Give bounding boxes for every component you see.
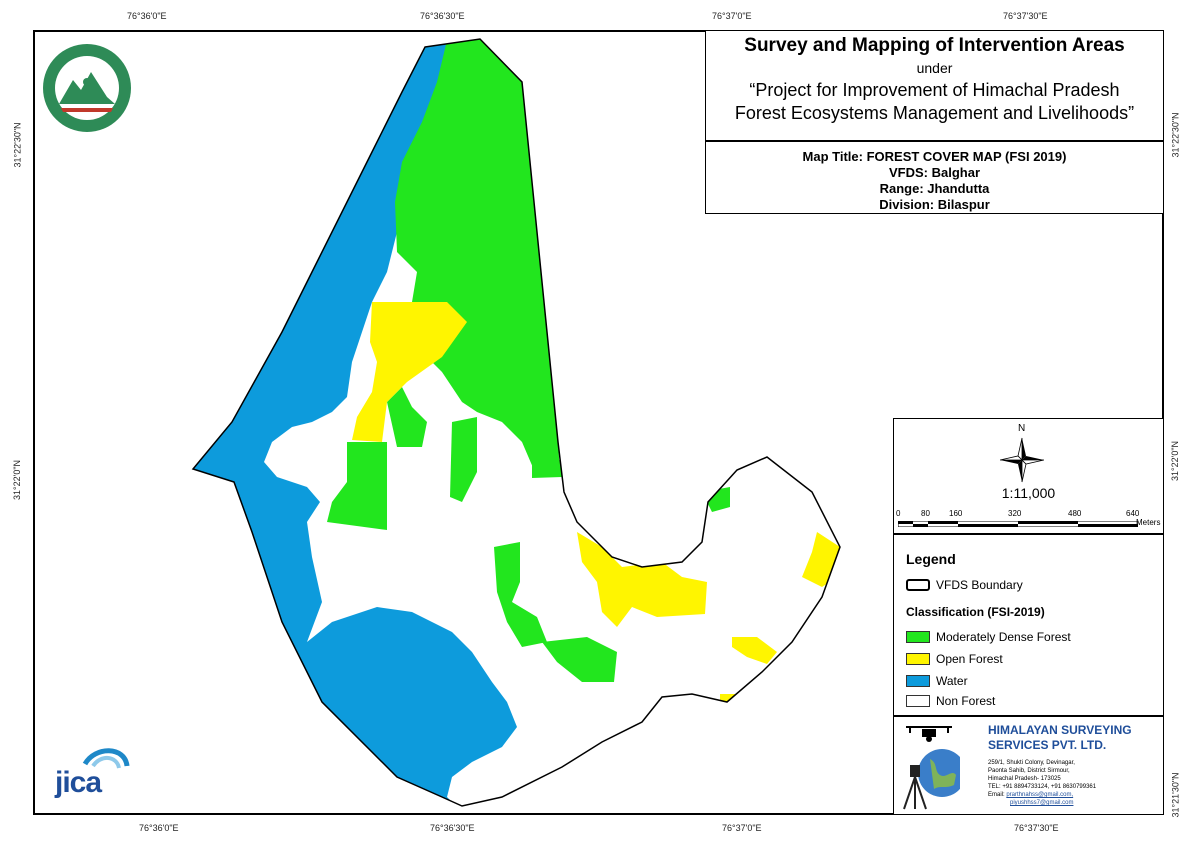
legend-label-water: Water	[936, 674, 968, 688]
range-line: Range: Jhandutta	[879, 181, 990, 196]
project-title-line2: Forest Ecosystems Management and Livelih…	[734, 103, 1135, 123]
scale-tick-160: 160	[949, 509, 963, 518]
scale-tick-0: 0	[896, 509, 901, 518]
scale-bar	[898, 521, 1138, 527]
open-forest-southeast	[732, 637, 777, 664]
scale-tick-640: 640	[1126, 509, 1140, 518]
coord-right-3: 31°21'30"N	[1170, 772, 1181, 818]
legend-classification-title: Classification (FSI-2019)	[906, 605, 1045, 619]
coord-bottom-1: 76°36'0"E	[139, 823, 179, 833]
map-info-box: Map Title: FOREST COVER MAP (FSI 2019) V…	[705, 141, 1164, 214]
legend-label-mdf: Moderately Dense Forest	[936, 630, 1071, 644]
scale-ratio: 1:11,000	[1001, 485, 1056, 501]
company-email-line-2: piyushhss7@gmail.com	[988, 799, 1096, 807]
mdf-area-south2	[542, 637, 617, 682]
scale-tick-480: 480	[1068, 509, 1082, 518]
mdf-area-north2	[532, 457, 562, 478]
north-label: N	[1018, 423, 1026, 434]
mdf-area-mid2	[387, 387, 427, 447]
company-address-2: Paonta Sahib, District Sirmour,	[988, 768, 1070, 774]
legend-label-non-forest: Non Forest	[936, 694, 996, 708]
legend-box: Legend VFDS Boundary Classification (FSI…	[893, 534, 1164, 716]
coord-right-2: 31°22'0"N	[1170, 440, 1181, 482]
coord-bottom-2: 76°36'30"E	[430, 823, 475, 833]
company-name-line2: SERVICES PVT. LTD.	[988, 738, 1107, 752]
legend-label-open-forest: Open Forest	[936, 652, 1003, 666]
legend-title: Legend	[906, 551, 956, 567]
title-box: Survey and Mapping of Intervention Areas…	[705, 30, 1164, 141]
company-email-line: Email: prarthnahss@gmail.com,	[988, 792, 1074, 798]
coord-top-4: 76°37'30"E	[1003, 11, 1048, 21]
jica-logo-text: JICA	[55, 766, 102, 799]
jica-logo: JICA	[55, 744, 135, 804]
company-email-1[interactable]: prarthnahss@gmail.com,	[1006, 792, 1074, 798]
legend-swatch-non-forest	[906, 695, 930, 707]
scale-tick-80: 80	[921, 509, 930, 518]
open-forest-north	[352, 302, 467, 442]
coord-bottom-4: 76°37'30"E	[1014, 823, 1059, 833]
forest-department-seal-logo	[43, 44, 131, 132]
mdf-area-south	[494, 542, 547, 647]
coord-top-2: 76°36'30"E	[420, 11, 465, 21]
coord-top-1: 76°36'0"E	[127, 11, 167, 21]
scale-north-box: N 1:11,000 0 80 160 320 480 640 Meters	[893, 418, 1164, 534]
open-forest-center	[577, 532, 707, 627]
coord-bottom-3: 76°37'0"E	[722, 823, 762, 833]
legend-swatch-mdf	[906, 631, 930, 643]
coord-top-3: 76°37'0"E	[712, 11, 752, 21]
mdf-area-north	[395, 39, 560, 477]
legend-swatch-boundary	[906, 579, 930, 591]
coord-right-1: 31°22'30"N	[1170, 112, 1181, 158]
division-line: Division: Bilaspur	[879, 197, 990, 212]
company-name-line1: HIMALAYAN SURVEYING	[988, 723, 1132, 737]
map-title-line: Map Title: FOREST COVER MAP (FSI 2019)	[802, 149, 1067, 164]
map-main-title: Survey and Mapping of Intervention Areas	[744, 35, 1125, 56]
company-email-2[interactable]: piyushhss7@gmail.com	[1010, 800, 1074, 806]
company-address-3: Himachal Pradesh- 173025	[988, 776, 1061, 782]
mdf-area-mid	[327, 442, 387, 530]
legend-label-boundary: VFDS Boundary	[936, 578, 1023, 592]
vfds-boundary	[191, 38, 841, 807]
scale-tick-320: 320	[1008, 509, 1022, 518]
company-box: HIMALAYAN SURVEYING SERVICES PVT. LTD. 2…	[893, 716, 1164, 815]
project-title-line1: “Project for Improvement of Himachal Pra…	[749, 80, 1120, 100]
survey-tripod-globe-icon	[903, 749, 960, 810]
mdf-area-mid3	[450, 417, 477, 502]
map-title-under: under	[916, 60, 953, 76]
vfds-line: VFDS: Balghar	[888, 165, 980, 180]
coord-left-1: 31°22'30"N	[12, 122, 23, 168]
company-address-1: 259/1, Shukti Colony, Devinagar,	[988, 760, 1075, 766]
scale-unit: Meters	[1136, 518, 1161, 527]
legend-swatch-open-forest	[906, 653, 930, 665]
company-contact: 259/1, Shukti Colony, Devinagar, Paonta …	[988, 759, 1096, 807]
coord-left-2: 31°22'0"N	[12, 459, 23, 501]
drone-icon	[906, 726, 952, 742]
company-tel: TEL: +91 8894733124, +91 8630799361	[988, 784, 1097, 790]
jica-swoosh-icon	[82, 748, 130, 769]
legend-swatch-water	[906, 675, 930, 687]
north-arrow-icon	[1000, 437, 1044, 483]
